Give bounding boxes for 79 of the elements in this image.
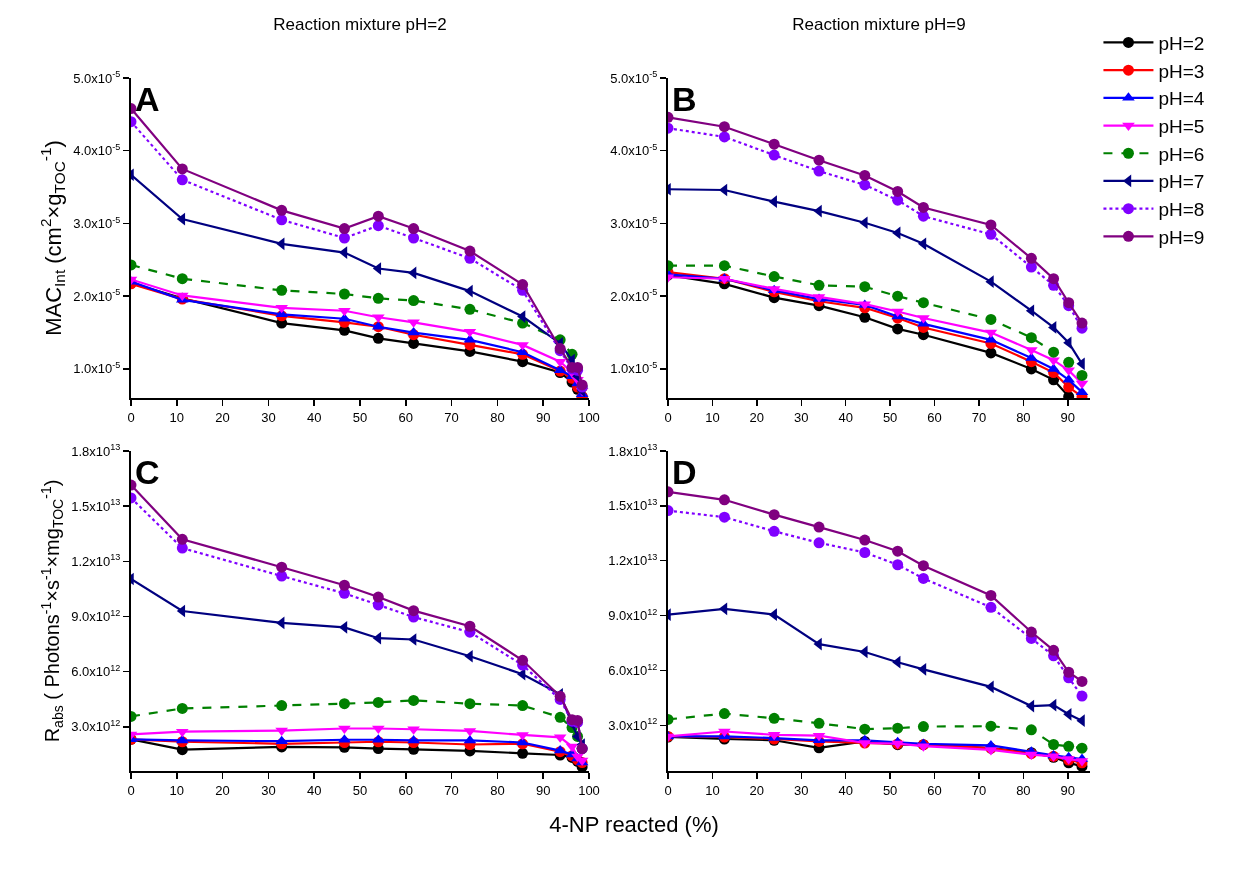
x-tick-label: 40 bbox=[838, 409, 853, 425]
y-tick-label: 1.0x10$^{-5}$ bbox=[73, 360, 121, 377]
legend-label: pH=6 bbox=[1158, 143, 1205, 165]
x-tick-label: 80 bbox=[490, 782, 505, 798]
legend-label: pH=4 bbox=[1158, 88, 1205, 110]
x-tick-label: 70 bbox=[444, 782, 459, 798]
x-tick-label: 20 bbox=[749, 409, 765, 425]
x-tick-label: 70 bbox=[444, 409, 459, 425]
x-tick-label: 20 bbox=[215, 782, 230, 798]
y-tick-label: 1.8x10$^{13}$ bbox=[71, 442, 121, 459]
annotation: B bbox=[672, 80, 697, 118]
x-tick-label: 50 bbox=[352, 782, 368, 798]
y-tick-label: 1.5x10$^{13}$ bbox=[608, 496, 658, 514]
x-tick-label: 90 bbox=[535, 782, 551, 798]
annotation: A bbox=[135, 80, 160, 118]
chart-title: Reaction mixture pH=2 bbox=[273, 14, 447, 34]
legend-label: pH=7 bbox=[1158, 171, 1205, 193]
x-tick-label: 0 bbox=[127, 782, 135, 798]
x-tick-label: 80 bbox=[1016, 409, 1031, 425]
legend-label: pH=5 bbox=[1158, 115, 1205, 137]
annotation: C bbox=[135, 453, 160, 491]
y-tick-label: 5.0x10$^{-5}$ bbox=[610, 69, 658, 86]
y-tick-label: 1.2x10$^{13}$ bbox=[608, 551, 658, 569]
y-tick-label: 9.0x10$^{12}$ bbox=[608, 606, 658, 624]
x-tick-label: 50 bbox=[352, 409, 368, 425]
y-tick-label: 9.0x10$^{12}$ bbox=[71, 607, 121, 625]
x-tick-label: 90 bbox=[535, 409, 551, 425]
x-tick-label: 30 bbox=[261, 782, 276, 798]
legend-label: pH=3 bbox=[1158, 60, 1205, 82]
x-tick-label: 20 bbox=[215, 409, 230, 425]
y-tick-label: 1.0x10$^{-5}$ bbox=[610, 360, 658, 377]
x-tick-label: 60 bbox=[398, 409, 414, 425]
y-tick-label: 3.0x10$^{-5}$ bbox=[73, 214, 121, 231]
x-tick-label: 0 bbox=[664, 409, 672, 425]
x-tick-label: 10 bbox=[705, 782, 720, 798]
x-tick-label: 50 bbox=[882, 782, 898, 798]
x-tick-label: 10 bbox=[705, 409, 720, 425]
x-tick-label: 80 bbox=[490, 409, 505, 425]
y-tick-label: 5.0x10$^{-5}$ bbox=[73, 69, 121, 86]
y-tick-label: 4.0x10$^{-5}$ bbox=[73, 141, 121, 159]
chart-title: Reaction mixture pH=9 bbox=[792, 14, 966, 34]
x-tick-label: 10 bbox=[169, 782, 185, 798]
x-tick-label: 70 bbox=[971, 409, 987, 425]
x-tick-label: 80 bbox=[1016, 782, 1031, 798]
y-tick-label: 2.0x10$^{-5}$ bbox=[610, 287, 658, 304]
y-tick-label: 6.0x10$^{12}$ bbox=[608, 661, 658, 678]
x-axis-title: 4-NP reacted (%) bbox=[548, 812, 720, 838]
y-tick-label: 3.0x10$^{12}$ bbox=[608, 716, 658, 733]
x-tick-label: 60 bbox=[927, 409, 942, 425]
y-tick-label: 1.8x10$^{13}$ bbox=[608, 442, 658, 459]
y-tick-label: 1.5x10$^{13}$ bbox=[71, 497, 121, 514]
x-tick-label: 0 bbox=[664, 782, 672, 798]
y-tick-label: 4.0x10$^{-5}$ bbox=[610, 141, 658, 159]
y-tick-label: 6.0x10$^{12}$ bbox=[71, 662, 121, 680]
x-tick-label: 70 bbox=[971, 782, 987, 798]
x-tick-label: 60 bbox=[927, 782, 942, 798]
legend-label: pH=2 bbox=[1158, 32, 1205, 54]
x-tick-label: 40 bbox=[306, 409, 322, 425]
x-tick-label: 30 bbox=[794, 409, 809, 425]
x-tick-label: 20 bbox=[749, 782, 765, 798]
x-tick-label: 30 bbox=[794, 782, 809, 798]
x-tick-label: 100 bbox=[578, 409, 600, 425]
x-tick-label: 40 bbox=[838, 782, 853, 798]
y-tick-label: 2.0x10$^{-5}$ bbox=[73, 287, 121, 304]
y-tick-label: 1.2x10$^{13}$ bbox=[71, 552, 121, 569]
annotation: D bbox=[672, 453, 697, 491]
x-tick-label: 100 bbox=[578, 782, 600, 798]
x-tick-label: 60 bbox=[398, 782, 414, 798]
y-tick-label: 3.0x10$^{-5}$ bbox=[610, 214, 658, 231]
x-tick-label: 30 bbox=[261, 409, 276, 425]
x-tick-label: 0 bbox=[127, 409, 135, 425]
y-tick-label: 3.0x10$^{12}$ bbox=[71, 717, 121, 735]
x-tick-label: 40 bbox=[306, 782, 322, 798]
x-tick-label: 10 bbox=[169, 409, 185, 425]
x-tick-label: 90 bbox=[1060, 782, 1076, 798]
legend-label: pH=9 bbox=[1158, 226, 1205, 248]
x-tick-label: 90 bbox=[1060, 409, 1076, 425]
legend-label: pH=8 bbox=[1158, 199, 1205, 221]
x-tick-label: 50 bbox=[882, 409, 898, 425]
